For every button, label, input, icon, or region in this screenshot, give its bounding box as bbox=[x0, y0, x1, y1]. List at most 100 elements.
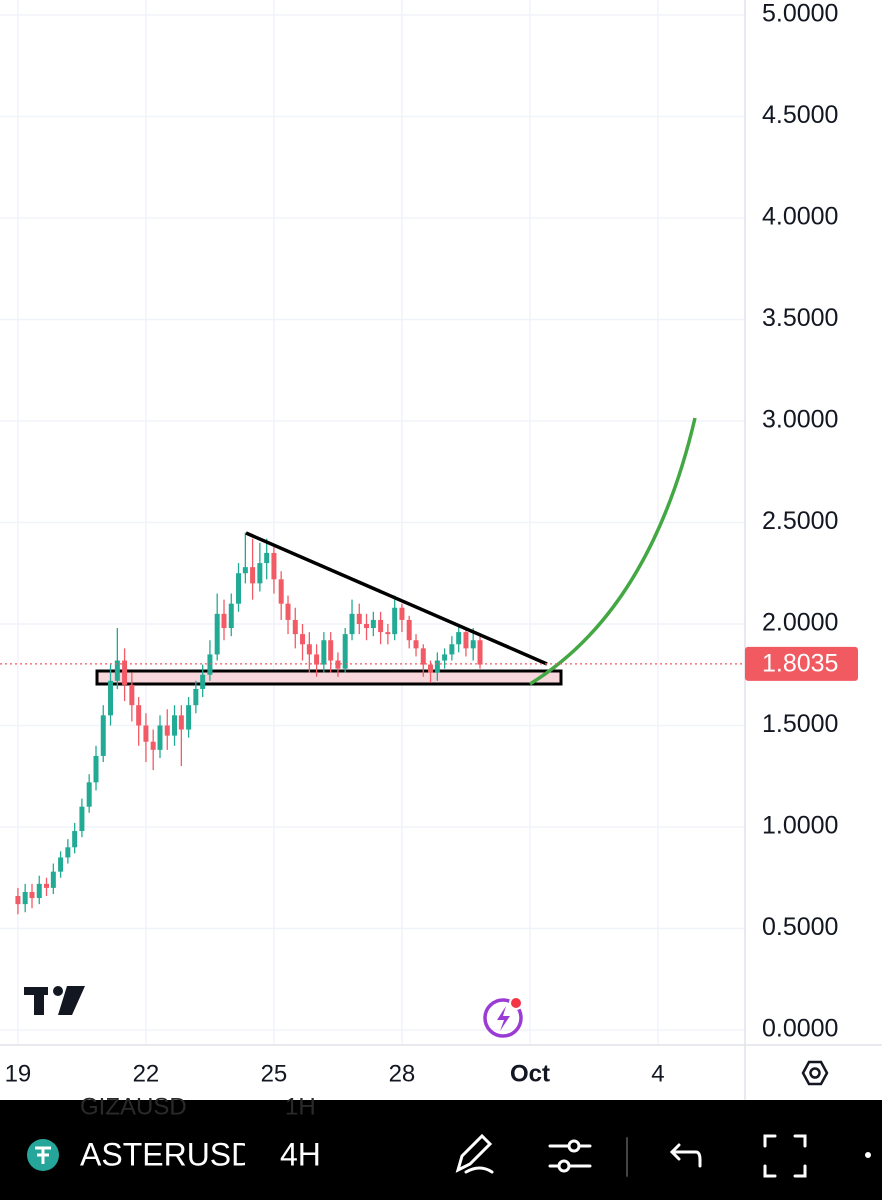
x-tick-label: 19 bbox=[5, 1060, 32, 1087]
last-price-label: 1.8035 bbox=[762, 649, 838, 677]
candle-body bbox=[93, 755, 99, 783]
candle-body bbox=[370, 619, 376, 629]
candle-body bbox=[200, 674, 206, 689]
candle-body bbox=[292, 619, 298, 635]
last-price-badge bbox=[745, 646, 858, 681]
candle-body bbox=[456, 632, 462, 645]
candle-body bbox=[228, 603, 234, 629]
y-tick-label: 2.5000 bbox=[762, 507, 838, 535]
candle-body bbox=[470, 640, 476, 649]
grid bbox=[0, 0, 745, 1045]
x-tick-label: 28 bbox=[389, 1060, 416, 1087]
fullscreen-button[interactable] bbox=[763, 1134, 807, 1178]
y-tick-label: 3.0000 bbox=[762, 406, 838, 434]
candle-body bbox=[434, 660, 440, 673]
axes: 0.0000 0.5000 1.0000 1.5000 2.0000 2.5000 3.00… bbox=[0, 0, 858, 1087]
candle-body bbox=[314, 654, 320, 665]
candle-body bbox=[349, 613, 355, 635]
candle-body bbox=[342, 634, 348, 669]
x-tick-label: 22 bbox=[133, 1060, 160, 1087]
x-tick-label: 4 bbox=[651, 1060, 664, 1087]
candle-body bbox=[72, 831, 78, 848]
candle-body bbox=[364, 623, 370, 629]
candle-body bbox=[79, 806, 85, 832]
y-tick-label: 0.5000 bbox=[762, 913, 838, 941]
candle-body bbox=[22, 891, 28, 905]
candle-body bbox=[100, 715, 106, 756]
candle-body bbox=[44, 883, 50, 888]
candle-body bbox=[328, 640, 334, 661]
alert-icon[interactable] bbox=[483, 996, 523, 1038]
candle-body bbox=[65, 847, 71, 858]
y-tick-label: 3.5000 bbox=[762, 304, 838, 332]
interval[interactable]: 4H bbox=[280, 1136, 321, 1172]
candles bbox=[15, 532, 483, 915]
y-tick-label: 2.0000 bbox=[762, 609, 838, 637]
support-zone bbox=[95, 669, 563, 686]
x-tick-label: 25 bbox=[261, 1060, 288, 1087]
candle-body bbox=[157, 725, 163, 750]
candle-body bbox=[399, 607, 405, 620]
candle-body bbox=[271, 552, 277, 580]
ghost-symbol: GIZAUSD bbox=[80, 1093, 187, 1120]
candle-body bbox=[321, 640, 327, 665]
candle-body bbox=[108, 680, 114, 716]
projection-curve bbox=[529, 417, 697, 686]
candle-body bbox=[449, 644, 455, 655]
candle-body bbox=[257, 563, 263, 584]
candle-body bbox=[15, 896, 21, 905]
y-tick-label: 1.5000 bbox=[762, 710, 838, 738]
candle-body bbox=[129, 684, 135, 706]
candle-body bbox=[242, 567, 248, 574]
toolbar bbox=[0, 1100, 882, 1200]
candle-body bbox=[86, 782, 92, 807]
candle-body bbox=[114, 660, 120, 681]
candle-body bbox=[50, 871, 56, 888]
candle-body bbox=[300, 634, 306, 645]
candle-body bbox=[250, 567, 256, 584]
settings-button[interactable] bbox=[801, 1060, 829, 1086]
candle-body bbox=[428, 664, 434, 673]
logo bbox=[24, 986, 85, 1015]
candle-body bbox=[236, 573, 242, 604]
candle-body bbox=[178, 715, 184, 730]
candle-body bbox=[143, 725, 149, 742]
candle-body bbox=[420, 648, 426, 665]
candle-body bbox=[335, 660, 341, 669]
trend-line bbox=[245, 531, 548, 666]
candle-body bbox=[463, 632, 469, 649]
indicators-button[interactable] bbox=[548, 1139, 592, 1173]
candle-body bbox=[378, 619, 384, 633]
candle-body bbox=[413, 640, 419, 649]
candle-body bbox=[406, 619, 412, 641]
candle-body bbox=[150, 741, 156, 750]
candle-body bbox=[58, 857, 64, 872]
candle-body bbox=[306, 644, 312, 655]
ghost-interval: 1H bbox=[285, 1093, 316, 1120]
candle-body bbox=[278, 579, 284, 604]
symbol[interactable]: ASTERUSD bbox=[80, 1136, 254, 1172]
draw-button[interactable] bbox=[455, 1133, 494, 1174]
more-button[interactable] bbox=[865, 1152, 871, 1158]
y-tick-label: 5.0000 bbox=[762, 0, 838, 28]
candle-body bbox=[136, 705, 142, 726]
candle-body bbox=[193, 688, 199, 706]
y-tick-label: 0.0000 bbox=[762, 1015, 838, 1043]
candle-body bbox=[186, 705, 192, 730]
candle-body bbox=[172, 715, 178, 736]
y-tick-label: 1.0000 bbox=[762, 812, 838, 840]
x-tick-label: Oct bbox=[510, 1060, 550, 1087]
candle-body bbox=[164, 725, 170, 736]
candle-body bbox=[122, 660, 128, 685]
candle-body bbox=[385, 632, 391, 635]
candle-body bbox=[29, 891, 35, 899]
y-tick-label: 4.5000 bbox=[762, 101, 838, 129]
y-tick-label: 4.0000 bbox=[762, 203, 838, 231]
candle-body bbox=[214, 613, 220, 655]
candle-body bbox=[36, 883, 42, 899]
candle-body bbox=[285, 603, 291, 620]
undo-button[interactable] bbox=[669, 1143, 702, 1168]
symbol-icon bbox=[27, 1139, 59, 1171]
candle-body bbox=[477, 640, 483, 665]
